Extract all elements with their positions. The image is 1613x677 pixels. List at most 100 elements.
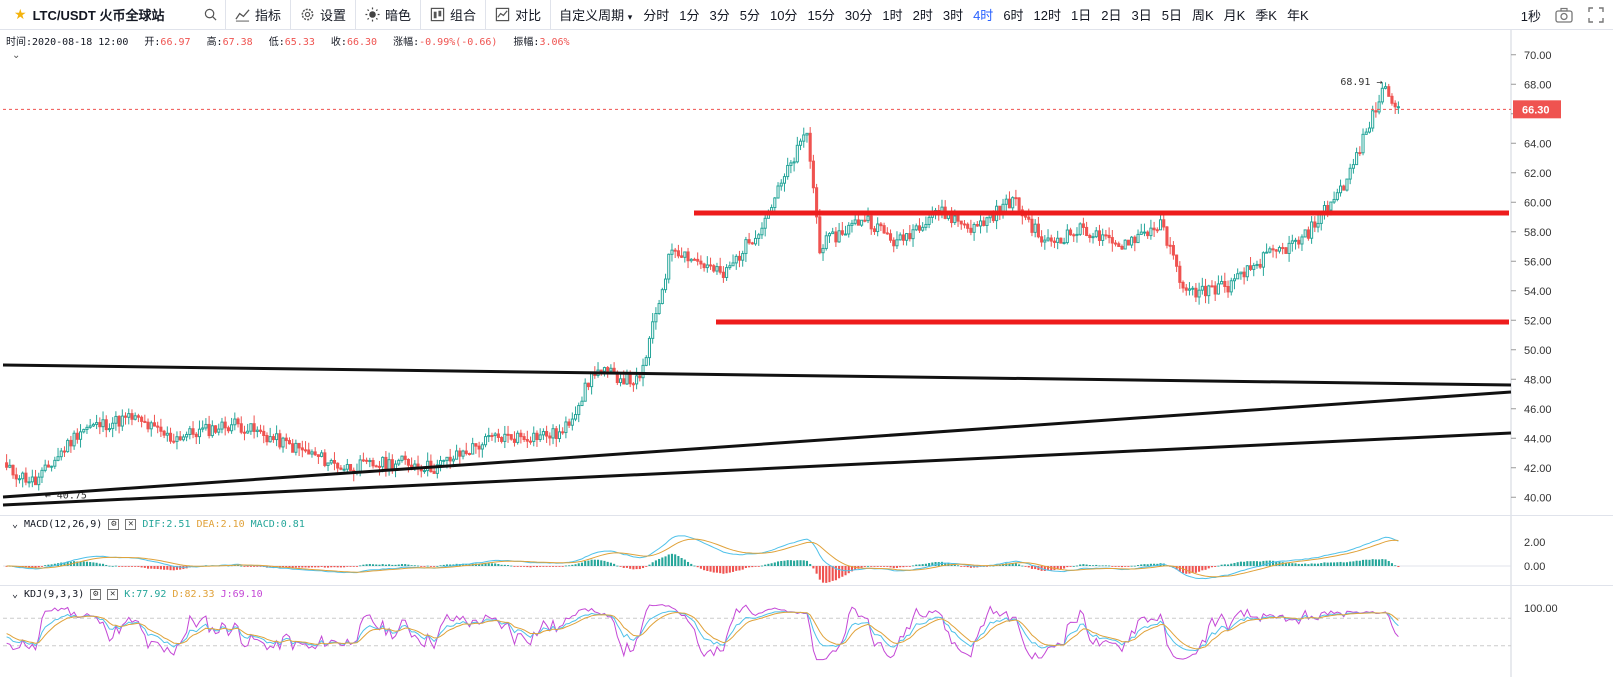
macd-histogram-bar <box>529 566 532 568</box>
refresh-rate[interactable]: 1秒 <box>1520 8 1541 24</box>
macd-histogram-bar <box>873 566 876 567</box>
macd-histogram-bar <box>680 557 683 566</box>
macd-histogram-bar <box>1249 561 1252 566</box>
macd-histogram-bar <box>140 566 143 568</box>
macd-histogram-bar <box>445 564 449 566</box>
indicators-button[interactable]: 指标 <box>226 0 292 30</box>
compare-button[interactable]: 对比 <box>486 0 552 30</box>
candle-body <box>1142 231 1147 234</box>
candle-body <box>313 451 317 456</box>
interval-9-button[interactable]: 3时 <box>942 8 964 23</box>
interval-7-button[interactable]: 1时 <box>882 8 903 23</box>
search-icon[interactable] <box>204 8 217 21</box>
candle-body <box>792 161 796 164</box>
interval-18-button[interactable]: 月K <box>1223 8 1246 23</box>
candle-body <box>493 433 497 437</box>
candle-body <box>181 436 185 441</box>
candle-body <box>744 239 748 255</box>
macd-histogram-bar <box>301 566 304 568</box>
interval-8-button[interactable]: 2时 <box>912 8 933 23</box>
macd-settings-icon[interactable]: ⚙ <box>108 519 120 530</box>
macd-histogram-bar <box>596 559 600 566</box>
candle-body <box>657 303 661 315</box>
candle-body <box>978 220 983 227</box>
macd-histogram-bar <box>1104 565 1107 567</box>
kdj-k-line <box>6 610 1399 652</box>
macd-histogram-bar <box>1095 564 1098 566</box>
chevron-down-icon[interactable]: ⌄ <box>12 589 19 600</box>
interval-4-button[interactable]: 10分 <box>769 8 798 23</box>
camera-icon[interactable] <box>1555 7 1573 23</box>
candle-body <box>516 432 520 443</box>
candle-body <box>1052 240 1057 243</box>
candle-body <box>226 427 230 432</box>
interval-17-button[interactable]: 周K <box>1191 8 1214 23</box>
layout-button[interactable]: 组合 <box>421 0 487 30</box>
candle-body <box>895 239 899 247</box>
candle-body <box>368 460 372 463</box>
candle-body <box>397 459 401 465</box>
kdj-settings-icon[interactable]: ⚙ <box>90 589 102 600</box>
interval-13-button[interactable]: 1日 <box>1071 8 1092 23</box>
kdj-j-line <box>6 604 1399 661</box>
macd-histogram-bar <box>1021 565 1024 567</box>
candle-body <box>1191 287 1195 290</box>
macd-histogram-bar <box>1214 566 1217 567</box>
symbol-selector[interactable]: ★ LTC/USDT 火币全球站 <box>0 0 226 30</box>
macd-histogram-bar <box>696 566 699 568</box>
macd-histogram-bar <box>114 565 117 567</box>
macd-histogram-bar <box>298 566 301 568</box>
macd-histogram-bar <box>654 560 657 566</box>
candle-body <box>365 459 369 462</box>
settings-button[interactable]: 设置 <box>291 0 357 30</box>
macd-histogram-bar <box>1397 566 1400 568</box>
interval-11-button[interactable]: 6时 <box>1003 8 1024 23</box>
interval-12-button[interactable]: 12时 <box>1033 8 1062 23</box>
candle-body <box>966 223 970 229</box>
macd-histogram-bar <box>246 566 249 567</box>
macd-histogram-bar <box>1239 561 1242 566</box>
star-icon[interactable]: ★ <box>14 6 27 22</box>
kdj-close-icon[interactable]: ✕ <box>107 589 119 600</box>
interval-20-button[interactable]: 年K <box>1286 8 1309 23</box>
interval-14-button[interactable]: 2日 <box>1101 8 1122 23</box>
macd-histogram-bar <box>433 566 436 567</box>
interval-2-button[interactable]: 3分 <box>709 8 730 23</box>
macd-histogram-bar <box>413 565 416 567</box>
candle-body <box>888 233 893 241</box>
macd-histogram-bar <box>796 560 799 566</box>
candle-body <box>602 367 607 372</box>
candle-body <box>1351 164 1355 169</box>
candle-body <box>310 451 314 455</box>
candle-body <box>840 230 844 235</box>
interval-1-button[interactable]: 1分 <box>679 8 700 23</box>
macd-histogram-bar <box>410 565 413 567</box>
fullscreen-icon[interactable] <box>1587 7 1605 23</box>
interval-15-button[interactable]: 3日 <box>1131 8 1152 23</box>
macd-histogram-bar <box>1313 563 1316 566</box>
interval-19-button[interactable]: 季K <box>1255 8 1277 23</box>
macd-histogram-bar <box>1188 566 1191 574</box>
dark-mode-button[interactable]: 暗色 <box>356 0 422 30</box>
candle-body <box>8 464 12 468</box>
macd-histogram-bar <box>1262 560 1265 566</box>
interval-3-button[interactable]: 5分 <box>739 8 760 23</box>
macd-histogram-bar <box>542 566 545 567</box>
macd-close-icon[interactable]: ✕ <box>125 519 137 530</box>
candle-body <box>776 185 780 199</box>
macd-histogram-bar <box>677 556 680 566</box>
interval-10-button[interactable]: 4时 <box>973 8 994 23</box>
chevron-down-icon[interactable]: ⌄ <box>12 519 19 530</box>
macd-histogram-bar <box>333 566 336 568</box>
interval-0-button[interactable]: 分时 <box>643 8 670 23</box>
candle-body <box>618 378 623 384</box>
macd-histogram-bar <box>1294 563 1297 566</box>
candle-body <box>1374 110 1378 113</box>
interval-6-button[interactable]: 30分 <box>844 8 873 23</box>
price-chart[interactable]: 40.00 42.00 44.00 46.00 48.00 50.00 52.00 54.00… <box>0 30 1613 677</box>
interval-16-button[interactable]: 5日 <box>1161 8 1182 23</box>
collapse-chevron-icon[interactable]: ⌄ <box>12 50 21 61</box>
macd-histogram-bar <box>1220 564 1223 566</box>
custom-period-dropdown[interactable]: 自定义周期 ▾ <box>551 5 638 24</box>
interval-5-button[interactable]: 15分 <box>807 8 835 23</box>
